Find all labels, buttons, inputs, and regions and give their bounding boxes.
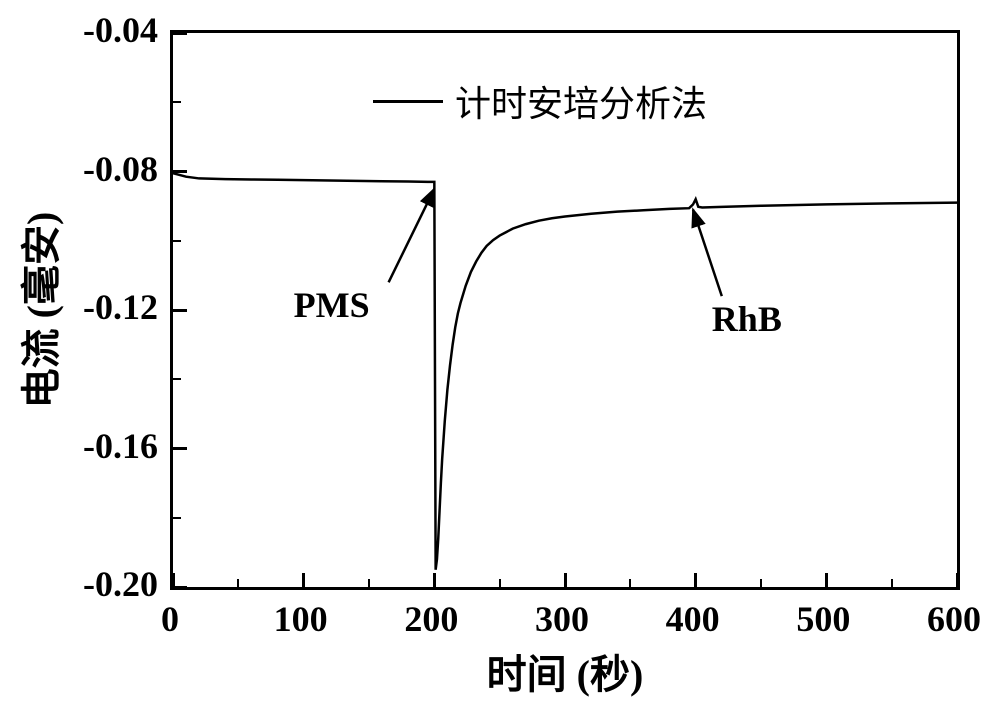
- y-axis-label: 电流 (毫安): [9, 212, 67, 409]
- x-tick-label: 500: [796, 598, 850, 640]
- x-tick-label: 100: [274, 598, 328, 640]
- x-tick-label: 600: [927, 598, 981, 640]
- x-tick-label: 400: [666, 598, 720, 640]
- annotation-rhb: RhB: [712, 298, 782, 340]
- y-tick-label: -0.12: [83, 286, 158, 328]
- y-tick-label: -0.16: [83, 425, 158, 467]
- chart-container: 电流 (毫安) 时间 (秒) -0.04 -0.08 -0.12 -0.16 -0.20…: [0, 0, 1000, 702]
- y-tick-label: -0.04: [83, 9, 158, 51]
- y-tick-label: -0.20: [83, 563, 158, 605]
- y-tick-label: -0.08: [83, 148, 158, 190]
- x-axis-label: 时间 (秒): [487, 642, 644, 700]
- annotation-pms: PMS: [294, 284, 370, 326]
- x-tick-label: 0: [161, 598, 179, 640]
- plot-area: 计时安培分析法 PMSRhB: [170, 30, 960, 590]
- annotation-arrows: [173, 33, 957, 587]
- x-tick-label: 300: [535, 598, 589, 640]
- x-tick-label: 200: [404, 598, 458, 640]
